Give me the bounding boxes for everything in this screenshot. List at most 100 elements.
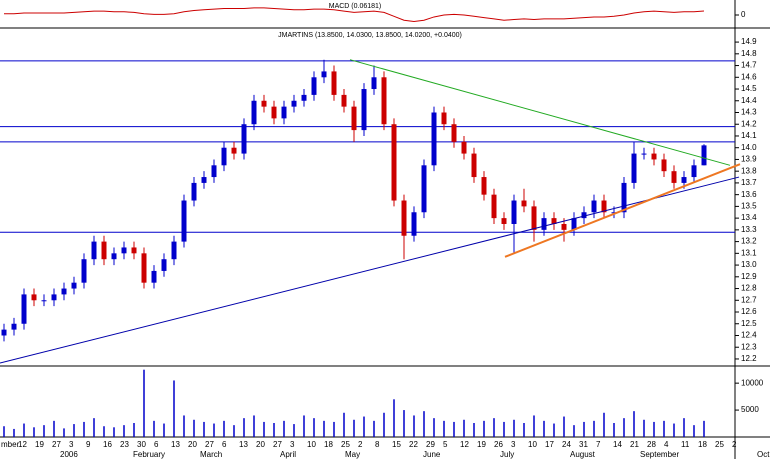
candle-body <box>621 182 627 213</box>
candle-body <box>431 112 437 166</box>
candle-body <box>71 282 77 289</box>
volume-bar <box>183 415 185 437</box>
date-label: 14 <box>613 440 622 449</box>
date-label: 10 <box>307 440 316 449</box>
volume-bar <box>443 420 445 437</box>
volume-bar <box>213 423 215 437</box>
y-tick-label: 12.2 <box>741 354 757 363</box>
candle-body <box>411 212 417 236</box>
candle-body <box>391 124 397 201</box>
volume-bar <box>283 420 285 437</box>
candle-body <box>61 288 67 295</box>
date-label: 27 <box>273 440 282 449</box>
candle-body <box>271 106 277 119</box>
candle-body <box>211 165 217 178</box>
candle-body <box>351 106 357 131</box>
trend-line <box>0 176 740 364</box>
date-label: 4 <box>664 440 669 449</box>
date-label: 18 <box>324 440 333 449</box>
y-tick-label: 13.0 <box>741 260 757 269</box>
volume-bar <box>343 412 345 437</box>
y-tick-label: 10000 <box>741 378 764 387</box>
month-label: June <box>423 450 441 459</box>
volume-bar <box>43 425 45 437</box>
volume-bar <box>33 427 35 437</box>
volume-bar <box>273 423 275 437</box>
candle-body <box>481 177 487 195</box>
volume-bar <box>113 427 115 437</box>
volume-bar <box>123 425 125 437</box>
date-label: 29 <box>426 440 435 449</box>
date-label: 6 <box>222 440 227 449</box>
date-label: 5 <box>443 440 448 449</box>
date-label: 17 <box>545 440 554 449</box>
date-label: 2 <box>358 440 363 449</box>
date-label: 20 <box>188 440 197 449</box>
volume-bar <box>63 428 65 437</box>
candle-body <box>91 241 97 260</box>
candle-body <box>661 159 667 172</box>
candle-body <box>421 165 427 213</box>
candle-body <box>381 77 387 125</box>
volume-bar <box>583 421 585 437</box>
date-label: 9 <box>86 440 91 449</box>
volume-bar <box>163 423 165 437</box>
date-label: 3 <box>69 440 74 449</box>
price-title: JMARTINS (13.8500, 14.0300, 13.8500, 14.… <box>278 32 462 39</box>
volume-bar <box>523 423 525 437</box>
volume-bar <box>393 399 395 437</box>
macd-line <box>4 7 705 23</box>
candle-body <box>171 241 177 260</box>
y-tick-label: 13.7 <box>741 178 757 187</box>
date-label: 19 <box>477 440 486 449</box>
candle-body <box>561 223 567 230</box>
candle-body <box>581 212 587 219</box>
date-label: 22 <box>409 440 418 449</box>
volume-bar <box>23 423 25 437</box>
y-tick-label: 14.1 <box>741 131 757 140</box>
candle-body <box>121 247 127 254</box>
candle-body <box>331 71 337 95</box>
volume-bar <box>353 419 355 437</box>
date-label: 27 <box>205 440 214 449</box>
volume-bar <box>453 421 455 437</box>
candle-body <box>311 77 317 95</box>
candle-body <box>11 323 17 330</box>
date-label: 12 <box>460 440 469 449</box>
candle-body <box>591 200 597 213</box>
candle-body <box>141 253 147 283</box>
candle-body <box>251 100 257 125</box>
y-tick-label: 12.3 <box>741 342 757 351</box>
candle-body <box>1 329 7 336</box>
candle-body <box>701 145 707 166</box>
date-label: 21 <box>630 440 639 449</box>
date-label: 18 <box>698 440 707 449</box>
y-tick-label: 12.7 <box>741 295 757 304</box>
volume-bar <box>323 420 325 437</box>
volume-bar <box>203 421 205 437</box>
candle-body <box>101 241 107 260</box>
volume-bar <box>53 420 55 437</box>
date-label: 20 <box>256 440 265 449</box>
volume-bar <box>133 423 135 437</box>
date-label: 7 <box>596 440 601 449</box>
volume-bar <box>83 421 85 437</box>
volume-bar <box>483 420 485 437</box>
month-label: May <box>345 450 360 459</box>
volume-bar <box>333 421 335 437</box>
volume-bar <box>293 424 295 437</box>
candle-body <box>601 200 607 213</box>
candle-body <box>151 270 157 283</box>
volume-bar <box>253 415 255 437</box>
y-tick-label: 13.6 <box>741 190 757 199</box>
month-label: July <box>500 450 514 459</box>
volume-bar <box>513 419 515 437</box>
volume-bar <box>243 418 245 437</box>
volume-bar <box>13 428 15 437</box>
y-tick-label: 14.2 <box>741 119 757 128</box>
candle-body <box>341 94 347 107</box>
volume-bar <box>573 425 575 437</box>
volume-bar <box>103 426 105 437</box>
date-label: 3 <box>290 440 295 449</box>
